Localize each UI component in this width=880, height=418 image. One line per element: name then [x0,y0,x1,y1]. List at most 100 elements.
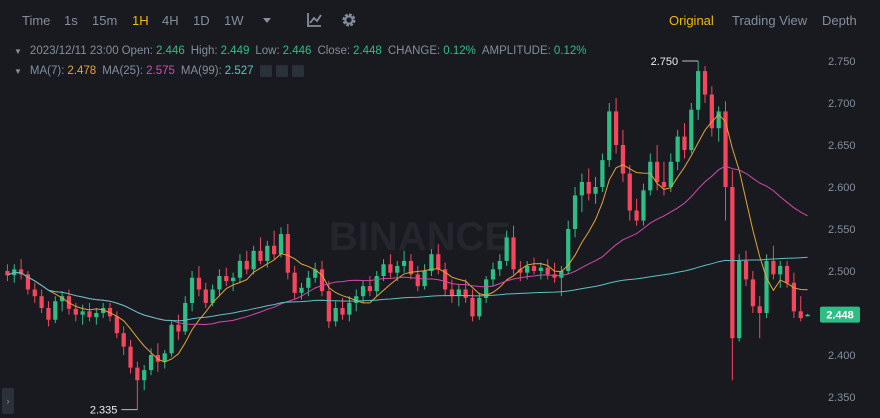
candle-body [511,237,516,270]
collapse-ma-icon[interactable]: ▼ [14,66,22,76]
candle-body [176,324,181,332]
candle-body [641,190,646,221]
candle-body [388,264,393,273]
chart-line-icon[interactable] [305,11,323,29]
candle-body [374,276,379,292]
y-tick-label: 2.750 [828,56,856,68]
candle-body [764,260,769,313]
timeframe-1s[interactable]: 1s [64,13,78,28]
candle-body [504,237,509,261]
candle-body [224,276,229,282]
candle-body [360,286,366,297]
settings-icon[interactable] [275,65,288,77]
close-value: 2.448 [353,45,382,57]
timeframe-1w[interactable]: 1W [224,13,244,28]
y-tick-label: 2.600 [828,182,856,194]
candle-body [716,111,721,129]
candle-body [46,307,51,320]
candle-body [661,181,667,187]
y-tick-label: 2.400 [828,350,856,362]
candle-body [798,311,803,319]
candle-body [778,265,783,275]
gear-icon[interactable] [340,11,358,29]
ma99-value: 2.527 [224,65,254,77]
ohlc-legend: ▼ 2023/12/11 23:00 Open: 2.446 High: 2.4… [14,45,592,57]
candle-body [319,269,325,292]
candle-body [169,324,174,354]
candle-body [272,245,277,255]
candle-body [723,111,728,187]
candle-body [415,274,420,287]
ma7-line [7,113,808,363]
candle-body [183,302,188,332]
candle-body [347,302,352,315]
view-trading-view[interactable]: Trading View [732,13,808,28]
candle-body [600,160,605,187]
candle-body [490,269,496,280]
candle-body [395,265,400,273]
candle-body [737,260,742,339]
candle-body [702,71,708,95]
candle-body [381,264,386,277]
candle-body [292,272,297,293]
candle-body [525,265,530,273]
ma7-label: MA(7): [29,65,65,77]
timeframe-15m[interactable]: 15m [92,13,118,28]
y-tick-label: 2.700 [828,98,856,110]
candle-body [237,260,243,278]
close-label: Close: [317,45,351,57]
candle-body [333,307,338,322]
candle-body [25,274,31,290]
candle-body [634,210,639,221]
y-axis: 2.7502.7002.6502.6002.5502.5002.4502.400… [828,56,856,404]
collapse-legend-icon[interactable]: ▼ [14,46,22,56]
candle-body [265,245,270,261]
markers: 2.750 2.335 2.448 [90,56,860,417]
candle-body [743,260,749,280]
ma-lines [7,113,808,363]
candle-body [258,250,263,261]
caret-down-icon[interactable] [258,11,276,29]
candle-body [217,276,222,290]
toolbar: Time 1s 15m 1H 4H 1D 1W Original Trading… [0,0,880,40]
y-tick-label: 2.500 [828,266,856,278]
timeframe-time[interactable]: Time [22,13,51,28]
candle-body [559,271,564,278]
candle-body [545,267,550,275]
last-price-label: 2.448 [826,310,854,322]
candle-body [408,260,414,275]
candle-body [436,254,441,270]
view-original[interactable]: Original [669,13,714,28]
candle-body [429,254,434,271]
candle-body [401,260,407,266]
timeframe-4h[interactable]: 4H [162,13,179,28]
expand-panel-button[interactable]: › [2,388,14,414]
candle-body [791,282,797,312]
candle-body [285,234,290,273]
view-depth[interactable]: Depth [822,13,857,28]
eye-icon[interactable] [259,65,272,77]
candle-body [60,296,65,302]
high-value: 2.449 [220,45,250,57]
candle-body [470,297,475,317]
candle-body [497,260,502,270]
candle-body [251,250,256,270]
timeframe-1d[interactable]: 1D [193,13,210,28]
change-value: 0.12% [443,45,476,57]
candle-body [518,269,523,273]
candle-body [80,311,85,315]
candle-body [531,265,537,271]
candle-body [189,277,195,303]
candle-body [730,187,735,339]
timeframe-1h[interactable]: 1H [132,13,149,28]
candle-body [593,187,598,194]
candle-body [538,267,543,271]
candle-body [306,277,311,288]
candle-body [354,296,359,303]
close-icon[interactable] [291,65,304,77]
candle-body [18,269,24,275]
candle-body [750,279,755,307]
candle-body [552,274,557,278]
candle-body [784,265,790,283]
